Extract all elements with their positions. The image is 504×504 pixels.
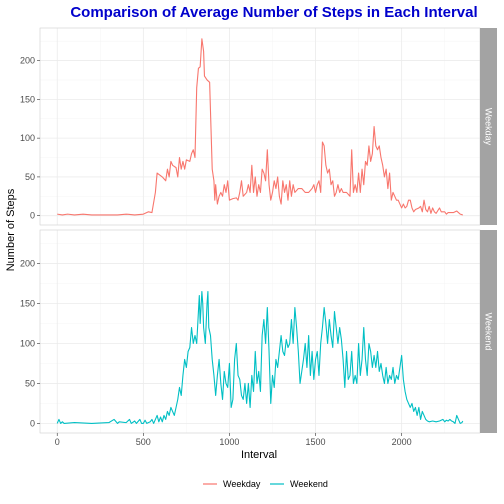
legend-label: Weekend — [290, 479, 328, 489]
series-line-weekday — [57, 38, 463, 216]
x-tick-label: 500 — [136, 437, 151, 447]
y-axis-title: Number of Steps — [5, 188, 17, 271]
y-tick-label: 150 — [20, 94, 35, 104]
x-tick-label: 1500 — [306, 437, 326, 447]
facet-strip — [480, 230, 497, 433]
x-tick-label: 0 — [55, 437, 60, 447]
panel-border — [39, 229, 481, 434]
chart-title: Comparison of Average Number of Steps in… — [70, 4, 477, 21]
panel-weekday: 0 50 100 150 200 Weekday — [20, 27, 497, 226]
y-tick-label: 0 — [30, 418, 35, 428]
legend-label: Weekday — [223, 479, 261, 489]
series-line-weekend — [56, 290, 464, 424]
y-tick-label: 200 — [20, 56, 35, 66]
x-axis-title: Interval — [241, 449, 277, 461]
panel-border — [39, 27, 481, 226]
panel-weekend: 0 50 100 150 200 Weekend — [20, 229, 497, 434]
x-tick-label: 2000 — [392, 437, 412, 447]
y-tick-label: 100 — [20, 133, 35, 143]
y-tick-label: 150 — [20, 299, 35, 309]
y-tick-label: 100 — [20, 338, 35, 348]
y-tick-label: 200 — [20, 259, 35, 269]
legend-item-weekday: Weekday — [203, 479, 261, 489]
facet-strip-label: Weekday — [484, 108, 494, 146]
y-tick-label: 0 — [30, 211, 35, 221]
x-tick-label: 1000 — [219, 437, 239, 447]
facet-panels: 0 50 100 150 200 Weekday 0 50 100 150 200 Weekend 0 5… — [20, 27, 497, 447]
legend: Weekday Weekend — [203, 479, 328, 489]
y-tick-label: 50 — [25, 172, 35, 182]
legend-item-weekend: Weekend — [270, 479, 328, 489]
facet-strip-label: Weekend — [484, 313, 494, 351]
facet-strip — [480, 28, 497, 225]
y-tick-label: 50 — [25, 378, 35, 388]
